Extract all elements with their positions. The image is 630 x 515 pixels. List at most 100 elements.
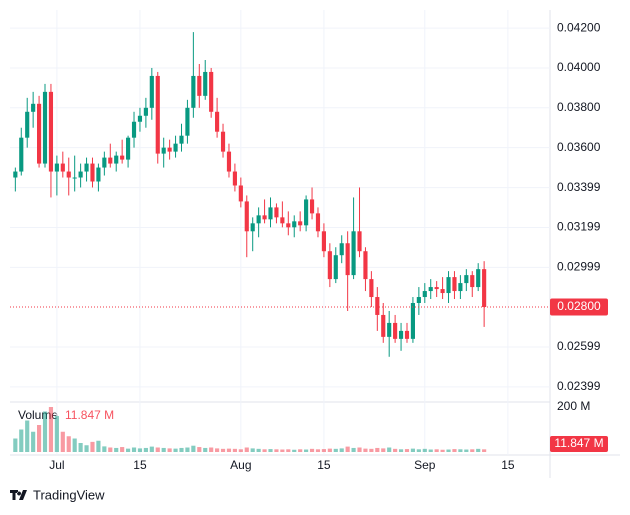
x-tick-label: Aug [230, 458, 251, 472]
y-tick-label: 0.03600 [557, 140, 601, 154]
y-tick-label: 0.02399 [557, 379, 601, 393]
volume-bar [60, 431, 65, 452]
last-price-label: 0.02800 [557, 299, 601, 313]
candle-body [416, 297, 421, 304]
volume-bar [131, 447, 137, 452]
last-volume-tag [550, 436, 608, 452]
candle-body [37, 103, 42, 164]
candle-body [185, 107, 190, 136]
volume-bar [90, 441, 95, 452]
candle-body [404, 330, 410, 339]
volume-bar [197, 447, 202, 452]
candle-body [268, 207, 273, 220]
candle-body [232, 171, 237, 186]
candle-body [274, 207, 279, 218]
candle-body [167, 147, 172, 152]
volume-bar [48, 407, 54, 452]
candle-body [108, 157, 113, 164]
candle-body [422, 291, 427, 298]
candle-body [102, 157, 107, 168]
volume-bar [149, 446, 154, 452]
candle-body [179, 135, 184, 144]
volume-bar [470, 449, 475, 452]
volume-tick-label: 200 M [557, 399, 590, 413]
volume-bar [315, 449, 321, 452]
volume-bar [203, 447, 208, 452]
candle-body [90, 163, 95, 182]
candle-body [470, 275, 475, 288]
volume-bar [327, 448, 332, 452]
x-tick-label: Jul [49, 458, 64, 472]
candle-body [256, 215, 261, 224]
volume-bar [238, 449, 243, 452]
y-tick-label: 0.04200 [557, 20, 601, 34]
candle-body [96, 167, 101, 182]
volume-bar [476, 448, 481, 452]
volume-bar [161, 447, 166, 452]
candle-body [387, 322, 392, 337]
logo-icon [10, 490, 27, 500]
candle-body [292, 221, 297, 228]
volume-bar [209, 447, 214, 452]
x-tick-label: 15 [501, 458, 515, 472]
volume-bar [19, 429, 24, 452]
candle-body [25, 111, 30, 138]
candle-body [476, 269, 481, 288]
candle-body [458, 283, 463, 292]
brand-text: TradingView [33, 487, 105, 502]
candle-body [143, 107, 148, 116]
volume-bar [143, 447, 148, 452]
volume-bar [215, 448, 220, 452]
volume-bar [114, 447, 119, 452]
candle-body [440, 289, 445, 294]
volume-bar [220, 448, 226, 452]
volume-bar [185, 447, 190, 452]
candle-body [304, 199, 309, 226]
volume-bar [191, 445, 196, 452]
volume-bar [298, 449, 303, 452]
candle-body [84, 163, 89, 172]
candle-body [434, 287, 439, 290]
candle-body [137, 115, 143, 122]
volume-bar [286, 449, 291, 452]
candle-body [197, 75, 202, 96]
volume-bar [155, 447, 160, 452]
x-tick-label: 15 [133, 458, 147, 472]
candle-body [333, 255, 338, 280]
volume-bar [72, 438, 77, 452]
volume-bar [321, 449, 326, 452]
candle-body [155, 75, 160, 154]
candle-body [42, 91, 48, 164]
candle-body [131, 121, 137, 138]
candle-body [410, 303, 415, 339]
y-tick-label: 0.03800 [557, 100, 601, 114]
candle-body [209, 71, 214, 112]
y-tick-label: 0.03399 [557, 180, 601, 194]
last-volume-label: 11.847 M [554, 436, 603, 450]
candle-body [244, 201, 249, 232]
candle-body [369, 279, 374, 298]
volume-bar [226, 448, 232, 452]
y-tick-label: 0.03199 [557, 220, 601, 234]
volume-bar [232, 448, 237, 452]
volume-bar [173, 448, 178, 452]
volume-bar [369, 448, 374, 452]
volume-bar [31, 431, 36, 452]
candle-body [327, 251, 332, 280]
candle-body [482, 269, 487, 307]
volume-bar [96, 440, 101, 452]
candle-body [66, 171, 71, 178]
candle-body [173, 143, 178, 152]
volume-bar [452, 449, 457, 452]
volume-bar [434, 449, 439, 452]
volume-bar [25, 420, 30, 452]
candle-body [13, 171, 18, 178]
candle-body [120, 155, 125, 160]
y-tick-label: 0.04000 [557, 60, 601, 74]
volume-bar [375, 447, 380, 452]
volume-bar [398, 449, 404, 452]
candle-body [315, 213, 321, 232]
volume-bar [250, 448, 255, 452]
volume-bar [381, 448, 386, 452]
